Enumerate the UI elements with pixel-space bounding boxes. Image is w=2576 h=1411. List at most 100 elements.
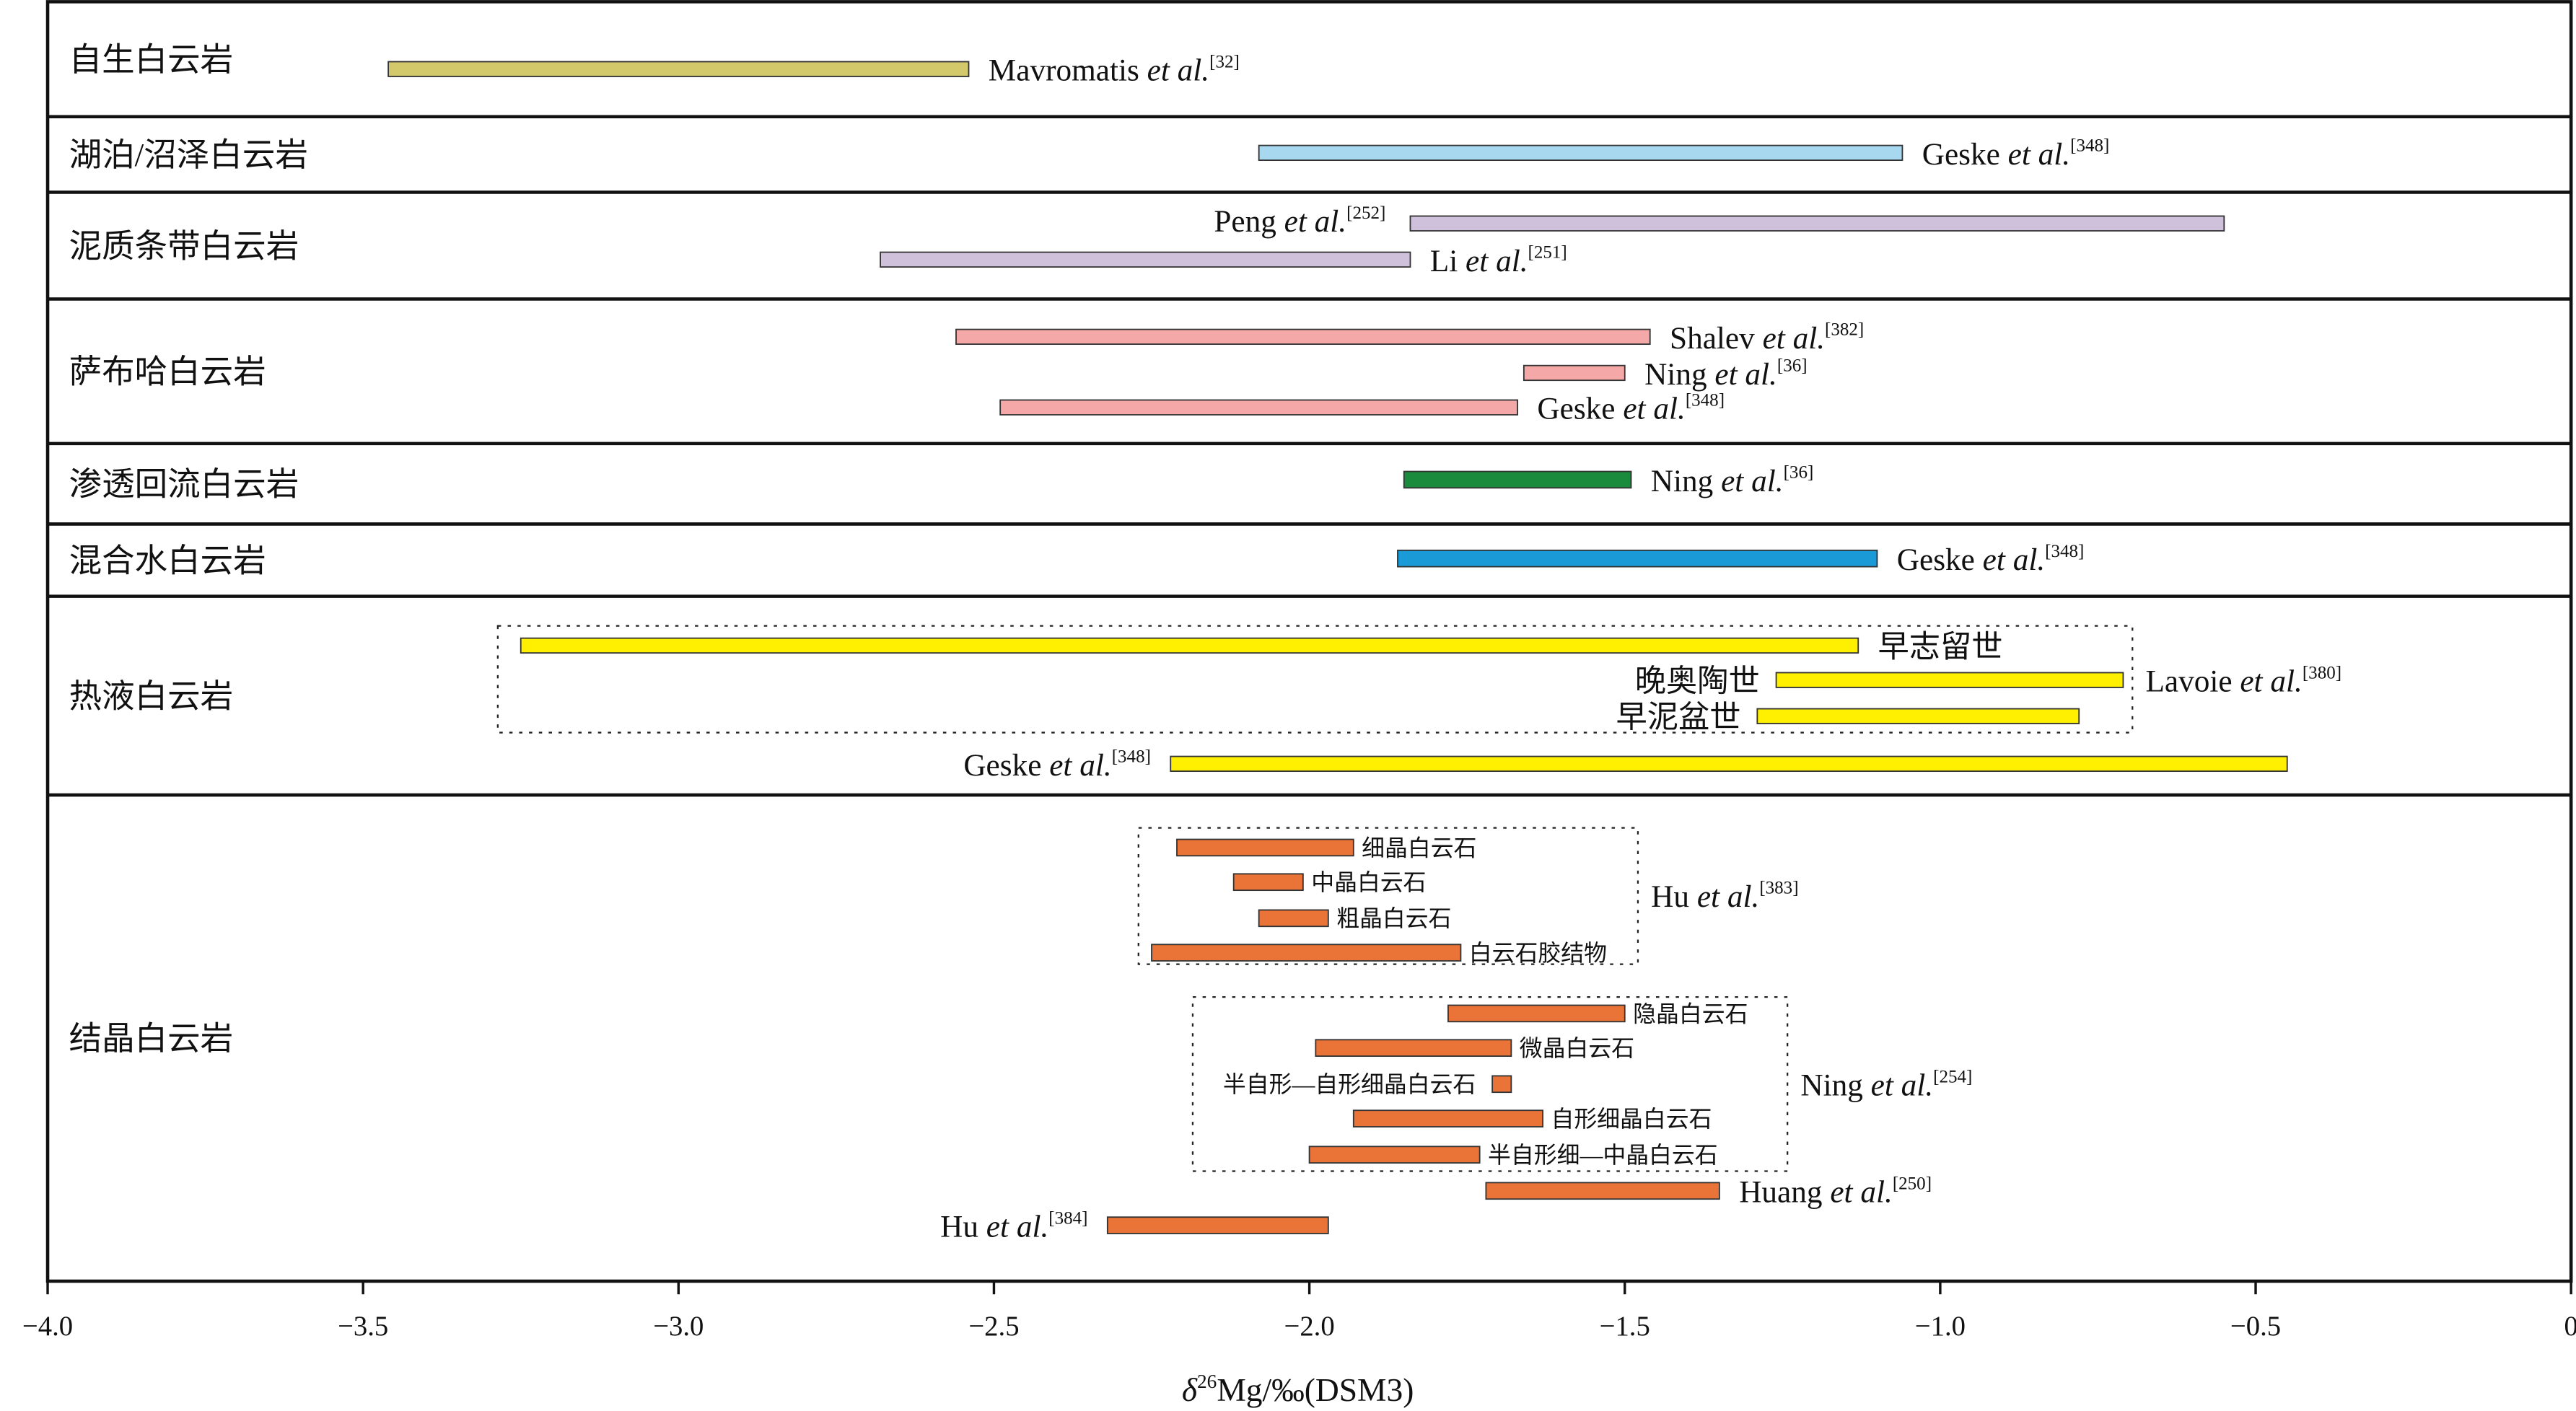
bar-citation: Ning et al.[36] (1651, 463, 1813, 498)
bar-label: 粗晶白云石 (1336, 906, 1451, 931)
citation-etal: et al. (1983, 542, 2045, 577)
row-6: 混合水白云岩 Geske et al.[348] (69, 542, 2085, 579)
bar-citation: Geske et al.[348] (1537, 390, 1725, 426)
group-dotted-box (1191, 995, 1789, 1172)
bar-citation: Geske et al.[348] (963, 747, 1151, 783)
row-label: 泥质条带白云岩 (69, 227, 299, 264)
citation-author: Shalev (1670, 321, 1763, 356)
citation-author: Ning (1644, 357, 1714, 392)
bar-citation: Geske et al.[348] (1897, 542, 2085, 577)
row-2: 湖泊/沼泽白云岩 Geske et al.[348] (69, 136, 2110, 173)
range-bar (1151, 944, 1462, 962)
rows: 自生白云岩 Mavromatis et al.[32]湖泊/沼泽白云岩 Geske … (69, 41, 2341, 1244)
bar-label: 自形细晶白云石 (1551, 1107, 1712, 1132)
citation-author: Ning (1800, 1068, 1870, 1103)
x-tick-label: −2.5 (968, 1311, 1019, 1342)
range-bar (1176, 838, 1354, 857)
range-bar (387, 61, 970, 77)
range-bar (1523, 364, 1626, 382)
citation-author: Ning (1651, 464, 1721, 498)
citation-etal: et al. (1721, 464, 1783, 498)
row-8: 结晶白云岩 细晶白云石中晶白云石粗晶白云石白云石胶结物隐晶白云石微晶白云石半自形—… (69, 827, 1972, 1244)
citation-etal: et al. (1714, 357, 1777, 392)
range-bar (1775, 672, 2124, 688)
citation-author: Geske (963, 748, 1049, 783)
citation-etal: et al. (1830, 1175, 1892, 1210)
citation-etal: et al. (986, 1210, 1048, 1244)
x-tick-label: −2.0 (1284, 1311, 1335, 1342)
range-bar (1403, 470, 1632, 489)
range-bar (1485, 1182, 1720, 1200)
bar-citation: Peng et al.[252] (1214, 203, 1385, 239)
citation-etal: et al. (1049, 748, 1111, 783)
row-label: 热液白云岩 (69, 677, 234, 714)
group-citation: Lavoie et al.[380] (2145, 663, 2341, 698)
range-bar (999, 399, 1519, 416)
citation-ref: [383] (1759, 879, 1798, 898)
citation-etal: et al. (1697, 879, 1759, 914)
citation-author: Peng (1214, 204, 1284, 239)
x-axis-label: δ26Mg/‰(DSM3) (1182, 1371, 1414, 1408)
citation-ref: [32] (1209, 52, 1240, 71)
bar-citation: Huang et al.[250] (1739, 1174, 1932, 1210)
row-label: 湖泊/沼泽白云岩 (69, 136, 308, 173)
citation-ref: [254] (1933, 1068, 1972, 1087)
range-bar (1352, 1109, 1543, 1128)
range-bar (880, 251, 1411, 268)
x-tick-label: −3.5 (338, 1311, 388, 1342)
range-bar (1258, 144, 1903, 162)
citation-ref: [384] (1048, 1208, 1087, 1228)
citation-author: Mavromatis (989, 53, 1147, 88)
row-1: 自生白云岩 Mavromatis et al.[32] (69, 41, 1240, 88)
row-label: 混合水白云岩 (69, 542, 266, 579)
row-label: 结晶白云岩 (69, 1020, 234, 1057)
bar-label: 白云石胶结物 (1469, 941, 1607, 966)
citation-ref: [348] (2045, 542, 2084, 561)
row-5: 渗透回流白云岩 Ning et al.[36] (69, 463, 1814, 503)
range-bar (1232, 873, 1304, 892)
range-bar (1315, 1039, 1512, 1058)
range-bar (1397, 549, 1878, 568)
group-dotted-box (496, 625, 2134, 734)
range-bar (1170, 755, 2288, 772)
citation-etal: et al. (1623, 392, 1685, 426)
citation-ref: [348] (2070, 136, 2109, 156)
citation-author: Hu (940, 1210, 986, 1244)
citation-ref: [36] (1784, 463, 1814, 483)
bar-label: 隐晶白云石 (1633, 1001, 1748, 1027)
range-bar (1258, 909, 1329, 928)
x-tick-label: −1.5 (1600, 1311, 1650, 1342)
citation-author: Hu (1651, 879, 1697, 914)
citation-ref: [348] (1112, 747, 1151, 767)
bar-label: 早志留世 (1878, 630, 2003, 664)
citation-etal: et al. (1763, 321, 1825, 356)
x-tick-label: 0 (2564, 1311, 2576, 1342)
citation-etal: et al. (1466, 244, 1528, 278)
citation-etal: et al. (1871, 1068, 1933, 1103)
bar-label: 微晶白云石 (1520, 1036, 1634, 1061)
citation-author: Geske (1897, 542, 1983, 577)
bar-label: 晚奥陶世 (1635, 664, 1760, 699)
citation-ref: [382] (1825, 320, 1864, 340)
citation-etal: et al. (2240, 664, 2302, 699)
citation-author: Lavoie (2145, 664, 2240, 699)
bar-citation: Li et al.[251] (1430, 243, 1567, 278)
x-axis: −4.0 −3.5 −3.0 −2.5 −2.0 −1.5 −1.0 −0.5 0 (22, 1281, 2576, 1342)
citation-ref: [251] (1528, 243, 1567, 263)
bar-citation: Shalev et al.[382] (1670, 320, 1864, 356)
range-bar (1308, 1146, 1481, 1164)
citation-ref: [348] (1686, 390, 1725, 410)
x-tick-label: −4.0 (22, 1311, 73, 1342)
bar-label: 细晶白云石 (1362, 835, 1476, 861)
row-3: 泥质条带白云岩 Peng et al.[252] Li et al.[251] (69, 203, 2225, 278)
citation-author: Li (1430, 244, 1466, 278)
bar-label: 中晶白云石 (1311, 870, 1426, 895)
citation-etal: et al. (2008, 137, 2070, 172)
citation-etal: et al. (1147, 53, 1209, 88)
x-tick-label: −1.0 (1915, 1311, 1966, 1342)
group-citation: Hu et al.[383] (1651, 879, 1798, 914)
range-bar (1491, 1075, 1512, 1094)
x-tick-label: −3.0 (653, 1311, 704, 1342)
